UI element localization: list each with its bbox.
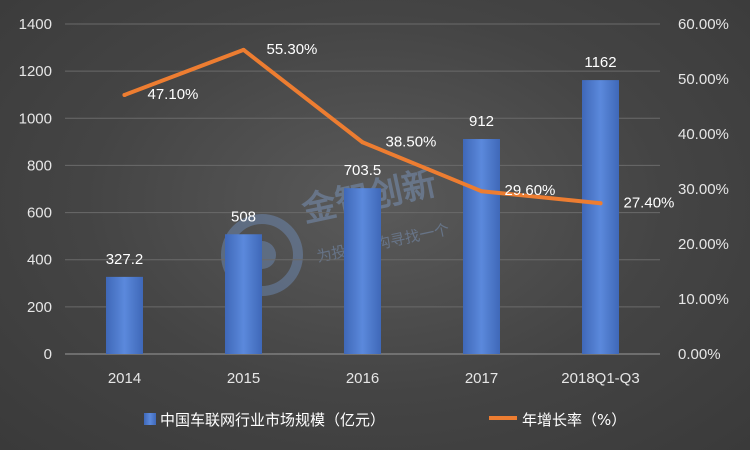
x-tick-label: 2018Q1-Q3: [561, 370, 639, 387]
bar-data-label: 703.5: [344, 162, 382, 179]
bar-data-labels: 327.2 508 703.5 912 1162: [106, 54, 617, 268]
bar-data-label: 1162: [584, 54, 616, 71]
svg-text:为投资机构寻找一个: 为投资机构寻找一个: [315, 220, 451, 266]
bar: [344, 188, 381, 354]
legend-bar-label: 中国车联网行业市场规模（亿元）: [160, 411, 385, 429]
line-point: [241, 47, 246, 52]
x-axis-ticks: 2014 2015 2016 2017 2018Q1-Q3: [108, 370, 640, 387]
bar-data-label: 912: [469, 113, 494, 130]
line-point: [122, 92, 127, 97]
y-left-tick-label: 400: [27, 252, 52, 269]
growth-line-series: [122, 47, 603, 206]
y-axis-right-ticks: 0.00% 10.00% 20.00% 30.00% 40.00% 50.00% 60.00…: [678, 16, 729, 363]
y-right-tick-label: 60.00%: [678, 16, 729, 33]
x-tick-label: 2016: [346, 370, 379, 387]
y-right-tick-label: 30.00%: [678, 181, 729, 198]
bar-data-label: 327.2: [106, 251, 144, 268]
y-right-tick-label: 40.00%: [678, 126, 729, 143]
line-data-label: 29.60%: [505, 182, 556, 199]
bar-series: [106, 80, 619, 354]
line-point: [479, 189, 484, 194]
x-tick-label: 2017: [465, 370, 498, 387]
line-data-label: 38.50%: [386, 133, 437, 150]
y-left-tick-label: 200: [27, 299, 52, 316]
bar: [463, 139, 500, 354]
bar: [582, 80, 619, 354]
y-right-tick-label: 0.00%: [678, 346, 721, 363]
legend-bar-swatch: [144, 413, 156, 425]
y-left-tick-label: 1000: [19, 110, 52, 127]
line-data-labels: 47.10% 55.30% 38.50% 29.60% 27.40%: [148, 41, 675, 211]
y-right-tick-label: 50.00%: [678, 71, 729, 88]
bar: [225, 234, 262, 354]
y-right-tick-label: 10.00%: [678, 291, 729, 308]
legend-line-label: 年增长率（%）: [522, 411, 626, 429]
line-data-label: 27.40%: [624, 194, 675, 211]
line-data-label: 55.30%: [267, 41, 318, 58]
y-left-tick-label: 800: [27, 157, 52, 174]
legend: 中国车联网行业市场规模（亿元） 年增长率（%）: [144, 411, 626, 429]
y-left-tick-label: 0: [44, 346, 52, 363]
y-left-tick-label: 600: [27, 205, 52, 222]
y-right-tick-label: 20.00%: [678, 236, 729, 253]
line-point: [598, 201, 603, 206]
line-point: [360, 140, 365, 145]
line-data-label: 47.10%: [148, 86, 199, 103]
bar-data-label: 508: [231, 208, 256, 225]
bar: [106, 276, 143, 354]
y-left-tick-label: 1400: [19, 16, 52, 33]
x-tick-label: 2014: [108, 370, 141, 387]
x-tick-label: 2015: [227, 370, 260, 387]
y-axis-left-ticks: 0 200 400 600 800 1000 1200 1400: [19, 16, 52, 363]
y-left-tick-label: 1200: [19, 63, 52, 80]
